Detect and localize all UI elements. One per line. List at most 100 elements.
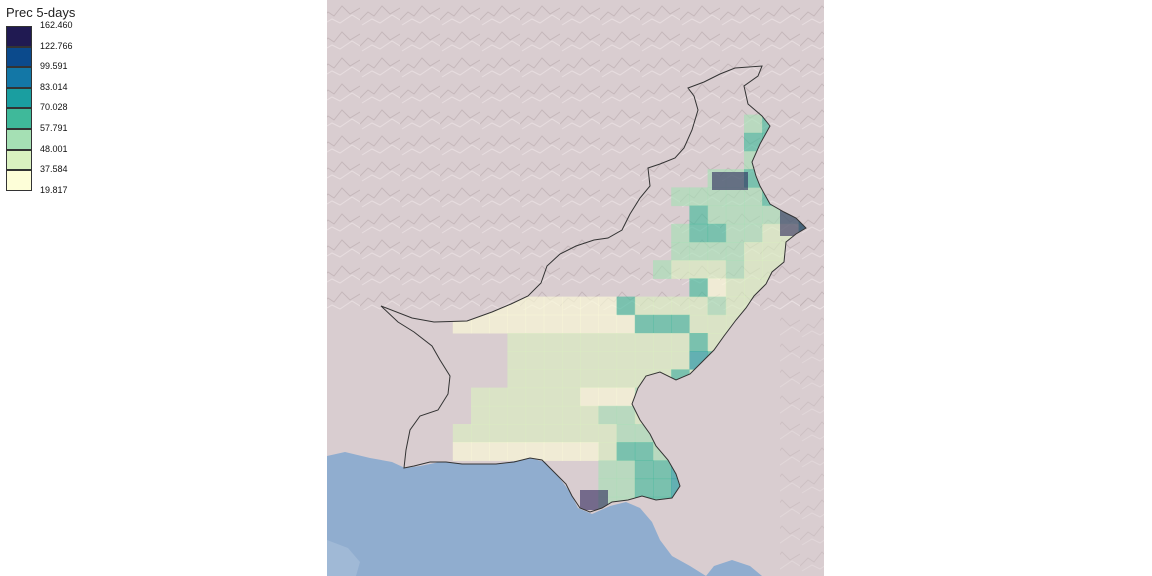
grid-cell (598, 460, 618, 480)
grid-cell (543, 296, 563, 316)
grid-cell (671, 333, 690, 352)
legend-swatch (6, 67, 32, 88)
grid-cell (712, 172, 748, 190)
legend-break-label: 122.766 (40, 40, 73, 51)
grid-cell (525, 424, 545, 443)
grid-cell (580, 424, 599, 443)
grid-cell (634, 314, 654, 334)
grid-cell (471, 405, 490, 425)
grid-cell (707, 187, 727, 207)
legend-row: 99.591 (6, 61, 126, 88)
grid-cell (707, 278, 727, 298)
grid-cell (525, 351, 545, 370)
grid-cell (744, 260, 763, 279)
legend-row: 37.584 19.817 (6, 164, 126, 195)
grid-cell (598, 333, 618, 352)
terrain-relief (780, 300, 824, 576)
grid-cell (744, 132, 763, 152)
grid-cell (525, 296, 545, 316)
grid-cell (744, 242, 763, 261)
legend-row: 70.028 (6, 102, 126, 129)
grid-cell (725, 223, 745, 243)
grid-cell (653, 260, 672, 279)
legend-swatch (6, 26, 32, 47)
grid-cell (525, 369, 545, 389)
grid-cell (562, 369, 581, 389)
grid-cell (525, 333, 545, 352)
grid-cell (689, 333, 709, 352)
map[interactable] (327, 0, 824, 576)
grid-cell (489, 387, 508, 407)
grid-cell (671, 260, 690, 279)
grid-cell (634, 333, 654, 352)
legend-break-label: 19.817 (40, 184, 68, 195)
grid-cell (616, 387, 636, 407)
grid-cell (689, 260, 709, 279)
grid-cell (507, 314, 527, 334)
grid-cell (762, 205, 781, 225)
grid-cell (580, 351, 599, 370)
grid-cell (580, 314, 599, 334)
grid-cell (671, 187, 690, 207)
grid-cell (543, 333, 563, 352)
grid-cell (725, 278, 745, 298)
grid-cell (671, 242, 690, 261)
grid-cell (580, 296, 599, 316)
grid-cell (543, 369, 563, 389)
legend-row: 48.001 (6, 144, 126, 171)
grid-cell (507, 333, 527, 352)
grid-cell (580, 405, 599, 425)
grid-cell (616, 460, 636, 480)
grid-cell (562, 351, 581, 370)
legend-swatch (6, 170, 32, 191)
legend-break-label: 57.791 (40, 122, 68, 133)
grid-cell (653, 351, 672, 370)
grid-cell (598, 314, 618, 334)
grid-cell (707, 223, 727, 243)
legend-break-label: 83.014 (40, 81, 68, 92)
grid-cell (489, 424, 508, 443)
grid-cell (671, 223, 690, 243)
grid-cell (671, 296, 690, 316)
legend-row: 162.460 (6, 20, 126, 47)
grid-cell (471, 387, 490, 407)
grid-cell (471, 314, 490, 334)
grid-cell (634, 442, 654, 461)
grid-cell (616, 314, 636, 334)
legend-swatch (6, 149, 32, 171)
grid-cell (653, 478, 672, 498)
grid-cell (616, 351, 636, 370)
grid-cell (562, 405, 581, 425)
grid-cell (562, 314, 581, 334)
legend-swatch (6, 87, 32, 109)
legend-scale: 162.460 122.766 99.591 83.014 70.028 57.… (6, 20, 126, 195)
legend-swatch (6, 128, 32, 150)
gulf-coast (706, 560, 762, 576)
grid-cell (689, 242, 709, 261)
grid-cell (507, 442, 527, 461)
grid-cell (653, 296, 672, 316)
grid-cell (598, 296, 618, 316)
grid-cell (598, 387, 618, 407)
grid-cell (725, 296, 745, 316)
grid-cell (744, 223, 763, 243)
grid-cell (598, 442, 618, 461)
grid-cell (707, 314, 727, 334)
grid-cell (616, 442, 636, 461)
legend-row: 122.766 (6, 41, 126, 68)
legend-title: Prec 5-days (6, 5, 76, 20)
grid-cell (525, 405, 545, 425)
grid-cell (616, 369, 636, 389)
grid-cell (616, 296, 636, 316)
grid-cell (580, 442, 599, 461)
legend-swatch (6, 46, 32, 68)
grid-cell (489, 314, 508, 334)
grid-cell (671, 314, 690, 334)
grid-cell (489, 405, 508, 425)
grid-cell (634, 460, 654, 480)
grid-cell (744, 205, 763, 225)
legend-break-label: 37.584 (40, 164, 68, 175)
grid-cell (689, 223, 709, 243)
grid-cell (725, 187, 745, 207)
grid-cell (543, 314, 563, 334)
